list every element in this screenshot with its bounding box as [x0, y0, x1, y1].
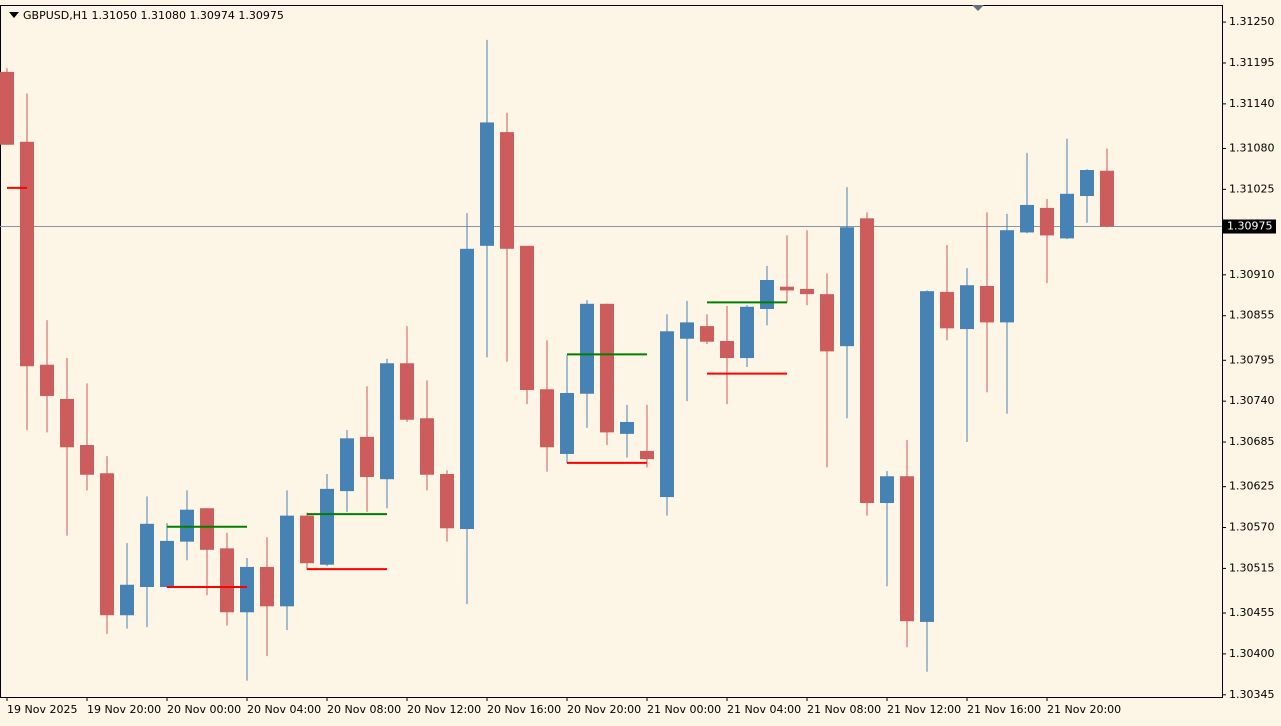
candle-body [780, 286, 794, 291]
current-price-box [1223, 219, 1276, 234]
x-tick-label: 20 Nov 20:00 [567, 703, 641, 716]
candle-body [980, 285, 994, 323]
candle-body [760, 280, 774, 310]
candle-body [440, 474, 454, 529]
symbol-marker [9, 12, 19, 18]
x-tick-label: 21 Nov 16:00 [967, 703, 1041, 716]
x-tick-label: 20 Nov 00:00 [167, 703, 241, 716]
candle-body [100, 473, 114, 616]
candle-body [260, 566, 274, 607]
x-tick-label: 21 Nov 00:00 [647, 703, 721, 716]
y-tick-label: 1.30455 [1229, 606, 1275, 619]
y-tick-label: 1.30345 [1229, 688, 1275, 701]
candle-body [1060, 193, 1074, 239]
candle-body [220, 548, 234, 613]
candle-body [0, 71, 14, 145]
candle-body [560, 392, 574, 454]
y-tick-label: 1.31195 [1229, 56, 1275, 69]
y-tick-label: 1.30740 [1229, 394, 1275, 407]
candle-body [380, 363, 394, 480]
candle-body [180, 509, 194, 542]
y-tick-label: 1.30910 [1229, 268, 1275, 281]
y-tick-label: 1.30625 [1229, 480, 1275, 493]
candle-body [160, 540, 174, 587]
candle-body [960, 285, 974, 330]
candle-body [800, 288, 814, 295]
y-tick-label: 1.30570 [1229, 521, 1275, 534]
y-tick-label: 1.31140 [1229, 97, 1275, 110]
x-tick-label: 21 Nov 04:00 [727, 703, 801, 716]
candle-body [460, 248, 474, 530]
candle-body [820, 294, 834, 352]
candle-body [1040, 207, 1054, 236]
candle-body [840, 227, 854, 347]
candle-body [400, 363, 414, 420]
candle-body [200, 508, 214, 550]
x-tick-label: 21 Nov 20:00 [1047, 703, 1121, 716]
candle-body [920, 291, 934, 622]
x-tick-label: 20 Nov 16:00 [487, 703, 561, 716]
y-tick-label: 1.30400 [1229, 647, 1275, 660]
y-tick-label: 1.30685 [1229, 435, 1275, 448]
scroll-marker [972, 5, 984, 11]
candle-body [620, 421, 634, 434]
candle-body [500, 132, 514, 249]
chart-title: GBPUSD,H1 1.31050 1.31080 1.30974 1.3097… [23, 9, 284, 22]
candle-body [600, 303, 614, 433]
candle-body [280, 515, 294, 607]
x-tick-label: 20 Nov 08:00 [327, 703, 401, 716]
candle-body [40, 364, 54, 396]
x-tick-label: 20 Nov 12:00 [407, 703, 481, 716]
y-tick-label: 1.31080 [1229, 141, 1275, 154]
x-tick-label: 21 Nov 12:00 [887, 703, 961, 716]
candle-body [680, 322, 694, 339]
candle-body [1000, 230, 1014, 323]
candle-body [360, 436, 374, 477]
candle-body [1080, 170, 1094, 197]
candle-body [300, 515, 314, 564]
y-tick-label: 1.31250 [1229, 15, 1275, 28]
candle-body [700, 326, 714, 342]
candle-body [20, 141, 34, 367]
candle-body [900, 476, 914, 622]
candle-body [520, 245, 534, 391]
candle-body [640, 450, 654, 460]
y-tick-label: 1.31025 [1229, 182, 1275, 195]
plot-frame [0, 5, 1223, 698]
candle-body [480, 122, 494, 246]
y-tick-label: 1.30795 [1229, 353, 1275, 366]
candle-body [420, 418, 434, 475]
current-price-label: 1.30975 [1227, 219, 1273, 232]
candle-body [540, 389, 554, 448]
candle-body [140, 523, 154, 587]
candle-body [1020, 204, 1034, 233]
candle-body [80, 445, 94, 475]
candle-body [120, 584, 134, 616]
candle-body [860, 218, 874, 504]
candle-body [740, 306, 754, 359]
candle-body [660, 331, 674, 498]
x-tick-label: 19 Nov 2025 [7, 703, 77, 716]
candle-body [60, 398, 74, 448]
candle-body [880, 476, 894, 504]
candle-body [340, 438, 354, 492]
candle-body [1100, 170, 1114, 227]
y-tick-label: 1.30855 [1229, 309, 1275, 322]
y-tick-label: 1.30515 [1229, 561, 1275, 574]
candle-body [940, 291, 954, 329]
x-tick-label: 19 Nov 20:00 [87, 703, 161, 716]
candle-body [240, 566, 254, 613]
x-tick-label: 21 Nov 08:00 [807, 703, 881, 716]
candle-body [320, 488, 334, 565]
candle-body [580, 303, 594, 394]
candle-body [720, 340, 734, 359]
x-tick-label: 20 Nov 04:00 [247, 703, 321, 716]
